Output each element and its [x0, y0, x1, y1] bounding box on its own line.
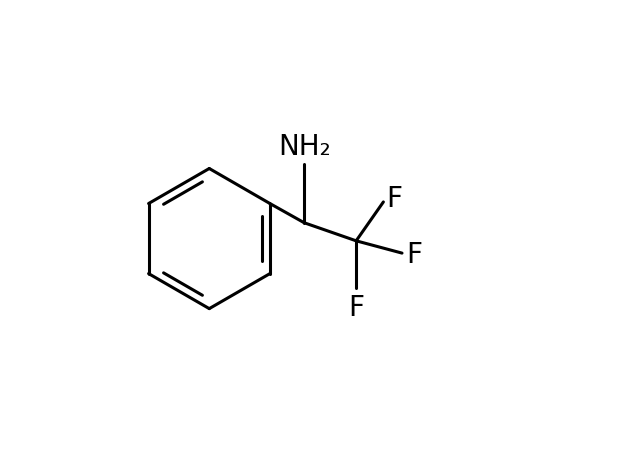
Text: NH₂: NH₂ — [278, 133, 330, 161]
Text: F: F — [406, 241, 422, 269]
Text: F: F — [386, 185, 402, 213]
Text: F: F — [348, 293, 364, 321]
